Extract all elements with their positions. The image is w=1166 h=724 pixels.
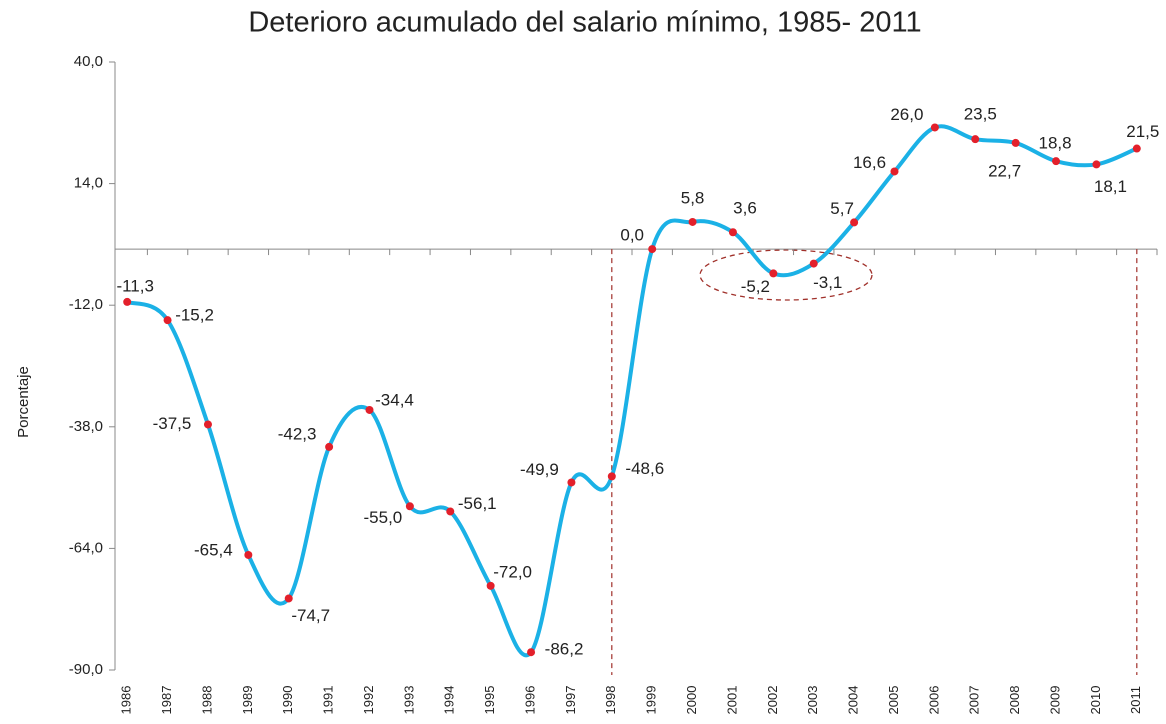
data-label: 26,0 bbox=[890, 105, 923, 124]
point bbox=[365, 405, 374, 414]
y-tick-label: -38,0 bbox=[69, 418, 103, 435]
y-tick-label: -12,0 bbox=[69, 296, 103, 313]
x-tick-label: 1999 bbox=[644, 686, 659, 715]
data-label: -3,1 bbox=[813, 273, 842, 292]
x-tick-label: 2000 bbox=[684, 686, 699, 715]
data-label: 3,6 bbox=[733, 199, 757, 218]
data-label: -42,3 bbox=[278, 424, 317, 443]
x-tick-label: 1998 bbox=[603, 686, 618, 715]
x-tick-label: 1995 bbox=[482, 686, 497, 715]
point bbox=[890, 167, 899, 176]
data-label: 0,0 bbox=[620, 226, 644, 245]
data-label: 23,5 bbox=[964, 105, 997, 124]
x-tick-label: 1988 bbox=[199, 686, 214, 715]
data-label: 5,7 bbox=[830, 199, 854, 218]
data-label: 16,6 bbox=[853, 153, 886, 172]
x-tick-label: 2001 bbox=[724, 686, 739, 715]
data-label: -65,4 bbox=[194, 540, 233, 559]
point bbox=[648, 245, 657, 254]
x-tick-label: 1986 bbox=[119, 686, 134, 715]
point bbox=[567, 478, 576, 487]
point bbox=[163, 316, 172, 325]
data-label: -55,0 bbox=[364, 508, 403, 527]
line-series bbox=[126, 124, 1138, 658]
x-tick-label: 2010 bbox=[1088, 686, 1103, 715]
y-tick-label: 40,0 bbox=[74, 53, 103, 70]
x-tick-label: 2011 bbox=[1128, 686, 1143, 714]
point bbox=[1092, 160, 1101, 169]
x-tick-label: 1994 bbox=[442, 686, 457, 715]
x-tick-label: 2005 bbox=[886, 686, 901, 715]
data-label: -48,6 bbox=[625, 459, 664, 478]
y-axis-label: Porcentaje bbox=[15, 366, 32, 438]
x-tick-label: 1997 bbox=[563, 686, 578, 715]
data-label: -11,3 bbox=[116, 276, 154, 295]
data-label: -56,1 bbox=[458, 494, 497, 513]
point bbox=[244, 550, 253, 559]
point bbox=[930, 123, 939, 132]
data-label: -15,2 bbox=[175, 306, 214, 325]
point bbox=[971, 135, 980, 144]
x-tick-label: 1993 bbox=[401, 686, 416, 715]
point bbox=[405, 502, 414, 511]
data-label: -5,2 bbox=[741, 277, 770, 296]
point bbox=[1011, 138, 1020, 147]
highlight-ellipse bbox=[699, 249, 873, 301]
y-tick-label: -90,0 bbox=[69, 661, 103, 678]
x-tick-label: 2007 bbox=[967, 686, 982, 715]
point bbox=[769, 269, 778, 278]
x-tick-label: 1989 bbox=[240, 686, 255, 715]
point bbox=[203, 420, 212, 429]
point bbox=[809, 259, 818, 268]
x-tick-label: 2008 bbox=[1007, 686, 1022, 715]
annotations bbox=[699, 249, 873, 301]
x-tick-label: 1996 bbox=[522, 686, 537, 715]
point bbox=[850, 218, 859, 227]
point bbox=[728, 228, 737, 237]
x-tick-label: 2004 bbox=[846, 686, 861, 715]
data-label: 22,7 bbox=[988, 161, 1021, 180]
data-label: 18,8 bbox=[1038, 134, 1071, 153]
x-tick-label: 1987 bbox=[159, 686, 174, 715]
data-label: 5,8 bbox=[681, 188, 705, 207]
point bbox=[527, 648, 536, 657]
chart-title: Deterioro acumulado del salario mínimo, … bbox=[248, 7, 921, 39]
x-tick-label: 2006 bbox=[926, 686, 941, 715]
x-tick-label: 2003 bbox=[805, 686, 820, 715]
x-tick-label: 2009 bbox=[1047, 686, 1062, 715]
data-label: 18,1 bbox=[1094, 177, 1127, 196]
point bbox=[123, 297, 132, 306]
x-tick-label: 1991 bbox=[321, 686, 336, 715]
x-tick-label: 1990 bbox=[280, 686, 295, 715]
point bbox=[284, 594, 293, 603]
data-label: -72,0 bbox=[493, 562, 532, 581]
data-label: -34,4 bbox=[375, 390, 414, 409]
point bbox=[607, 472, 616, 481]
data-label: 21,5 bbox=[1126, 122, 1159, 141]
y-tick-label: -64,0 bbox=[69, 539, 103, 556]
point bbox=[486, 581, 495, 590]
point bbox=[688, 217, 697, 226]
point bbox=[325, 442, 334, 451]
x-tick-label: 2002 bbox=[765, 686, 780, 715]
point bbox=[446, 507, 455, 516]
point bbox=[1052, 157, 1061, 166]
data-label: -49,9 bbox=[520, 460, 559, 479]
data-label: -74,7 bbox=[291, 606, 330, 625]
data-label: -86,2 bbox=[545, 640, 584, 659]
y-tick-label: 14,0 bbox=[74, 175, 103, 192]
data-label: -37,5 bbox=[153, 414, 192, 433]
point bbox=[1132, 144, 1141, 153]
x-tick-label: 1992 bbox=[361, 686, 376, 715]
